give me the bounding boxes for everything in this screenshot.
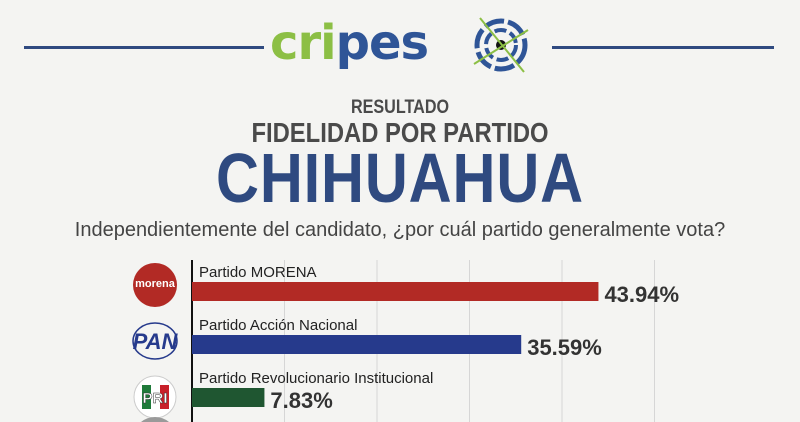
pri-logo-text: PRI [142, 390, 167, 407]
survey-question: Independientemente del candidato, ¿por c… [74, 219, 726, 241]
header-rule-left [24, 46, 264, 49]
pan-logo-icon [132, 322, 178, 360]
subtitle: FIDELIDAD POR PARTIDO [251, 117, 549, 148]
state-title: CHIHUAHUA [216, 139, 584, 217]
value-label: 43.94% [604, 282, 679, 307]
result-label: RESULTADO [350, 97, 450, 118]
pri-green [142, 385, 151, 409]
morena-logo-text: morena [135, 278, 176, 290]
target-icon [473, 17, 529, 73]
value-label: 35.59% [527, 335, 602, 360]
bar-2 [192, 388, 265, 407]
category-label: Partido Acción Nacional [199, 317, 357, 334]
partial-logo-icon [141, 416, 169, 422]
bar-chart: Partido MORENA 43.94% morena Partido Acción… [132, 260, 679, 422]
bar-0 [192, 282, 599, 301]
category-label: Partido MORENA [199, 264, 317, 281]
category-label: Partido Revolucionario Institucional [199, 370, 433, 387]
cripeso-logo: cripes [270, 15, 429, 71]
morena-logo-icon [133, 263, 177, 307]
value-label: 7.83% [270, 388, 332, 413]
pri-red [160, 385, 169, 409]
pan-logo-text: PAN [133, 329, 179, 354]
header-rule-right [552, 46, 774, 49]
bar-1 [192, 335, 522, 354]
